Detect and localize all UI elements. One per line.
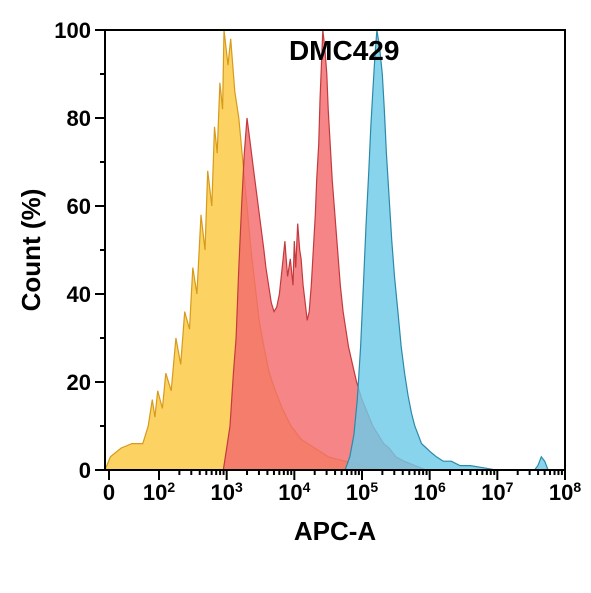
x-tick-label: 108 bbox=[549, 479, 581, 505]
y-tick-label: 80 bbox=[67, 106, 91, 131]
y-axis-label: Count (%) bbox=[16, 189, 46, 312]
x-tick-label: 106 bbox=[414, 479, 446, 505]
x-tick-label-zero: 0 bbox=[103, 480, 115, 505]
x-axis-label: APC-A bbox=[294, 516, 377, 546]
flow-cytometry-histogram: 0 20 40 60 80 100 0 102 103 104 105 106 107 108 APC-A C… bbox=[0, 0, 591, 593]
y-tick-label: 100 bbox=[54, 18, 91, 43]
x-tick-label: 102 bbox=[143, 479, 175, 505]
x-tick-label: 104 bbox=[278, 479, 310, 505]
y-tick-label: 60 bbox=[67, 194, 91, 219]
y-tick-label: 20 bbox=[67, 370, 91, 395]
chart-svg: 0 20 40 60 80 100 0 102 103 104 105 106 107 108 APC-A C… bbox=[0, 0, 591, 593]
x-tick-label: 107 bbox=[481, 479, 513, 505]
y-tick-label: 0 bbox=[79, 458, 91, 483]
chart-title: DMC429 bbox=[289, 35, 399, 66]
x-tick-label: 103 bbox=[211, 479, 243, 505]
y-tick-label: 40 bbox=[67, 282, 91, 307]
x-tick-label: 105 bbox=[346, 479, 378, 505]
